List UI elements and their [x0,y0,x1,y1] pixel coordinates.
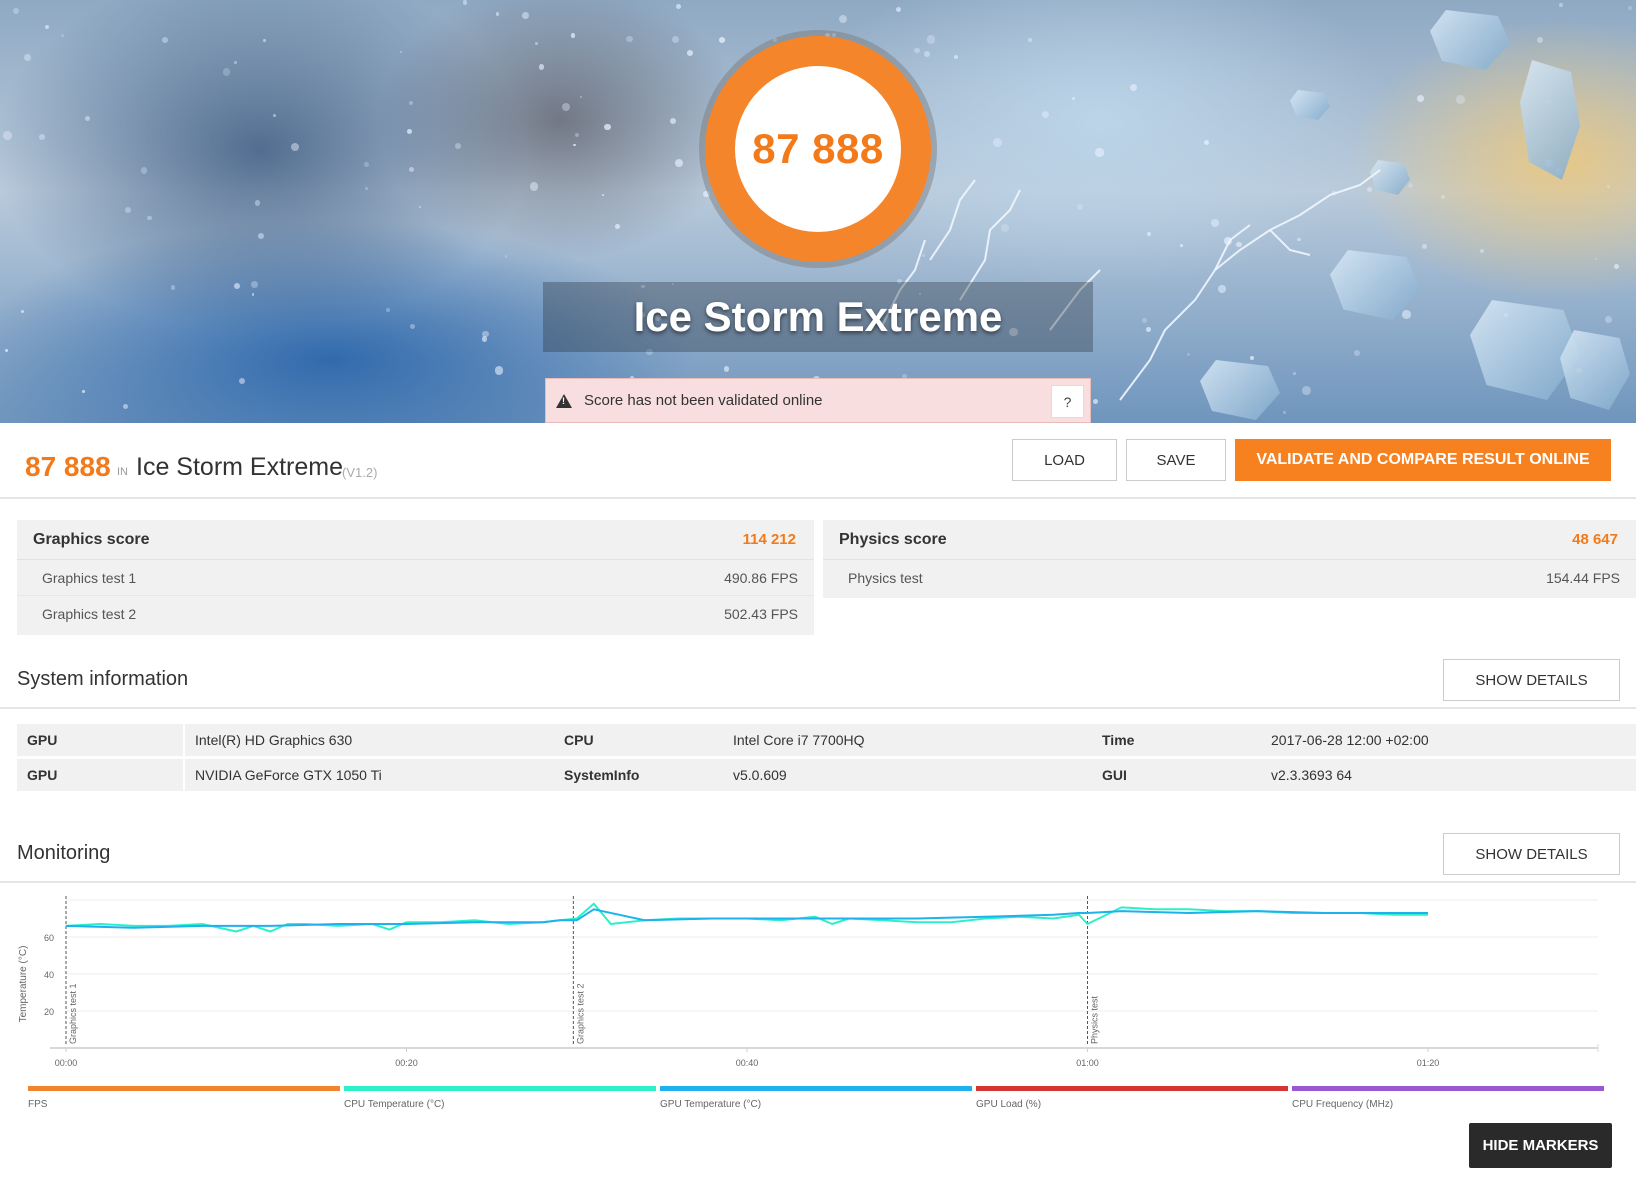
x-tick-label: 01:20 [1417,1058,1440,1068]
hero-score-ring: 87 888 [705,36,931,262]
monitoring-chart-svg: 20 40 60 Temperature (°C) 00:00 00:20 00:40 01:… [18,896,1599,1068]
physics-score-value: 48 647 [1572,531,1618,548]
legend-swatch [1292,1086,1604,1091]
test-marker-label: Graphics test 2 [575,983,585,1044]
physics-score-label: Physics score [839,530,947,548]
result-header: 87 888 IN Ice Storm Extreme (V1.2) LOAD … [0,423,1636,499]
x-tick-label: 00:00 [55,1058,78,1068]
system-info-show-details-button[interactable]: SHOW DETAILS [1443,659,1620,701]
validate-compare-button[interactable]: VALIDATE AND COMPARE RESULT ONLINE [1235,439,1611,481]
hero-banner: 87 888 Ice Storm Extreme Score has not b… [0,0,1636,423]
monitoring-show-details-button[interactable]: SHOW DETAILS [1443,833,1620,875]
graphics-test-value: 502.43 FPS [724,606,798,622]
graphics-score-label: Graphics score [33,530,150,548]
graphics-score-value: 114 212 [742,531,796,548]
physics-test-row: Physics test 154.44 FPS [823,560,1636,596]
graphics-test-name: Graphics test 2 [42,606,137,622]
load-button[interactable]: LOAD [1012,439,1117,481]
graphics-test-row: Graphics test 2 502.43 FPS [17,596,814,632]
legend-gpu-temperature[interactable]: GPU Temperature (°C) [660,1086,972,1110]
legend-swatch [28,1086,340,1091]
result-in-label: IN [117,466,128,478]
graphics-test-value: 490.86 FPS [724,569,798,586]
save-button[interactable]: SAVE [1126,439,1226,481]
sysinfo-value: NVIDIA GeForce GTX 1050 Ti [185,759,562,791]
y-axis-label: Temperature (°C) [18,946,29,1023]
x-tick-label: 00:20 [395,1058,418,1068]
warning-icon [556,393,572,408]
section-divider [0,707,1636,709]
graphics-score-panel: Graphics score 114 212 Graphics test 1 4… [17,520,814,635]
sysinfo-value: Intel Core i7 7700HQ [723,724,1100,756]
y-tick-label: 60 [44,933,54,943]
sysinfo-key: GPU [17,759,183,791]
hero-score: 87 888 [752,125,884,172]
sysinfo-key: CPU [554,724,735,756]
x-tick-label: 00:40 [736,1058,759,1068]
hide-markers-button[interactable]: HIDE MARKERS [1469,1123,1612,1168]
validation-warning-banner: Score has not been validated online ? [545,378,1091,423]
physics-score-panel: Physics score 48 647 Physics test 154.44… [823,520,1636,598]
y-tick-label: 40 [44,970,54,980]
sysinfo-key: Time [1092,724,1273,756]
legend-gpu-load[interactable]: GPU Load (%) [976,1086,1288,1110]
legend-label: GPU Load (%) [976,1099,1042,1110]
sysinfo-key: SystemInfo [554,759,735,791]
legend-swatch [976,1086,1288,1091]
legend-label: GPU Temperature (°C) [660,1099,762,1110]
legend-swatch [660,1086,972,1091]
graphics-test-name: Graphics test 1 [42,569,137,586]
physics-test-name: Physics test [848,570,923,586]
result-score: 87 888 [25,451,111,482]
legend-label: FPS [28,1099,48,1110]
result-benchmark-name: Ice Storm Extreme [136,453,343,481]
sysinfo-value: v2.3.3693 64 [1261,759,1636,791]
legend-swatch [344,1086,656,1091]
lightning-art [879,169,1381,401]
monitoring-title: Monitoring [17,842,111,864]
legend-label: CPU Temperature (°C) [344,1099,445,1110]
legend-cpu-frequency[interactable]: CPU Frequency (MHz) [1292,1086,1604,1110]
legend-cpu-temperature[interactable]: CPU Temperature (°C) [344,1086,656,1110]
legend-fps[interactable]: FPS [28,1086,340,1110]
monitoring-chart: 20 40 60 Temperature (°C) 00:00 00:20 00:40 01:… [0,890,1636,1090]
physics-test-value: 154.44 FPS [1546,570,1620,586]
section-divider [0,881,1636,883]
sysinfo-value: 2017-06-28 12:00 +02:00 [1261,724,1636,756]
sysinfo-key: GPU [17,724,183,756]
sysinfo-value: v5.0.609 [723,759,1100,791]
system-info-title: System information [17,668,189,690]
test-marker-label: Graphics test 1 [68,983,78,1044]
legend-label: CPU Frequency (MHz) [1292,1099,1394,1110]
help-button[interactable]: ? [1051,385,1084,418]
x-tick-label: 01:00 [1076,1058,1099,1068]
sysinfo-value: Intel(R) HD Graphics 630 [185,724,562,756]
sysinfo-key: GUI [1092,759,1273,791]
hero-title-band: Ice Storm Extreme [543,282,1093,352]
y-tick-label: 20 [44,1007,54,1017]
hero-title: Ice Storm Extreme [633,293,1003,340]
graphics-test-row: Graphics test 1 490.86 FPS [17,560,814,596]
test-marker-label: Physics test [1090,995,1100,1044]
series-line [65,908,1428,929]
result-version: (V1.2) [342,465,378,480]
validation-message: Score has not been validated online [584,392,823,409]
